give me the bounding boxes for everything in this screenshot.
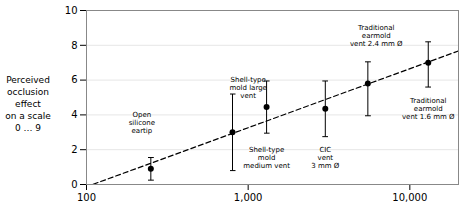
svg-text:Shell-typemoldmedium vent: Shell-typemoldmedium vent: [243, 146, 290, 170]
svg-text:4: 4: [71, 109, 77, 120]
svg-text:8: 8: [71, 40, 77, 51]
svg-text:6: 6: [71, 74, 77, 85]
svg-text:2: 2: [71, 144, 77, 155]
svg-text:Shell-typemold largevent: Shell-typemold largevent: [229, 76, 266, 100]
svg-text:0: 0: [71, 179, 77, 190]
html-text:Perceived occlusion effect on: Perceived occlusion effect on a scale 0 …: [5, 74, 51, 134]
svg-text:10: 10: [65, 5, 78, 16]
svg-text:CICvent3 mm Ø: CICvent3 mm Ø: [311, 146, 340, 170]
svg-text:100: 100: [77, 192, 96, 203]
svg-text:10,000: 10,000: [392, 192, 427, 203]
svg-text:Traditionalearmoldvent 2.4 mm: Traditionalearmoldvent 2.4 mm Ø: [350, 24, 403, 48]
svg-text:1,000: 1,000: [234, 192, 263, 203]
svg-text:Traditionalearmoldvent 1.6 mm: Traditionalearmoldvent 1.6 mm Ø: [402, 97, 455, 121]
svg-text:Opensiliconeeartip: Opensiliconeeartip: [129, 111, 155, 135]
